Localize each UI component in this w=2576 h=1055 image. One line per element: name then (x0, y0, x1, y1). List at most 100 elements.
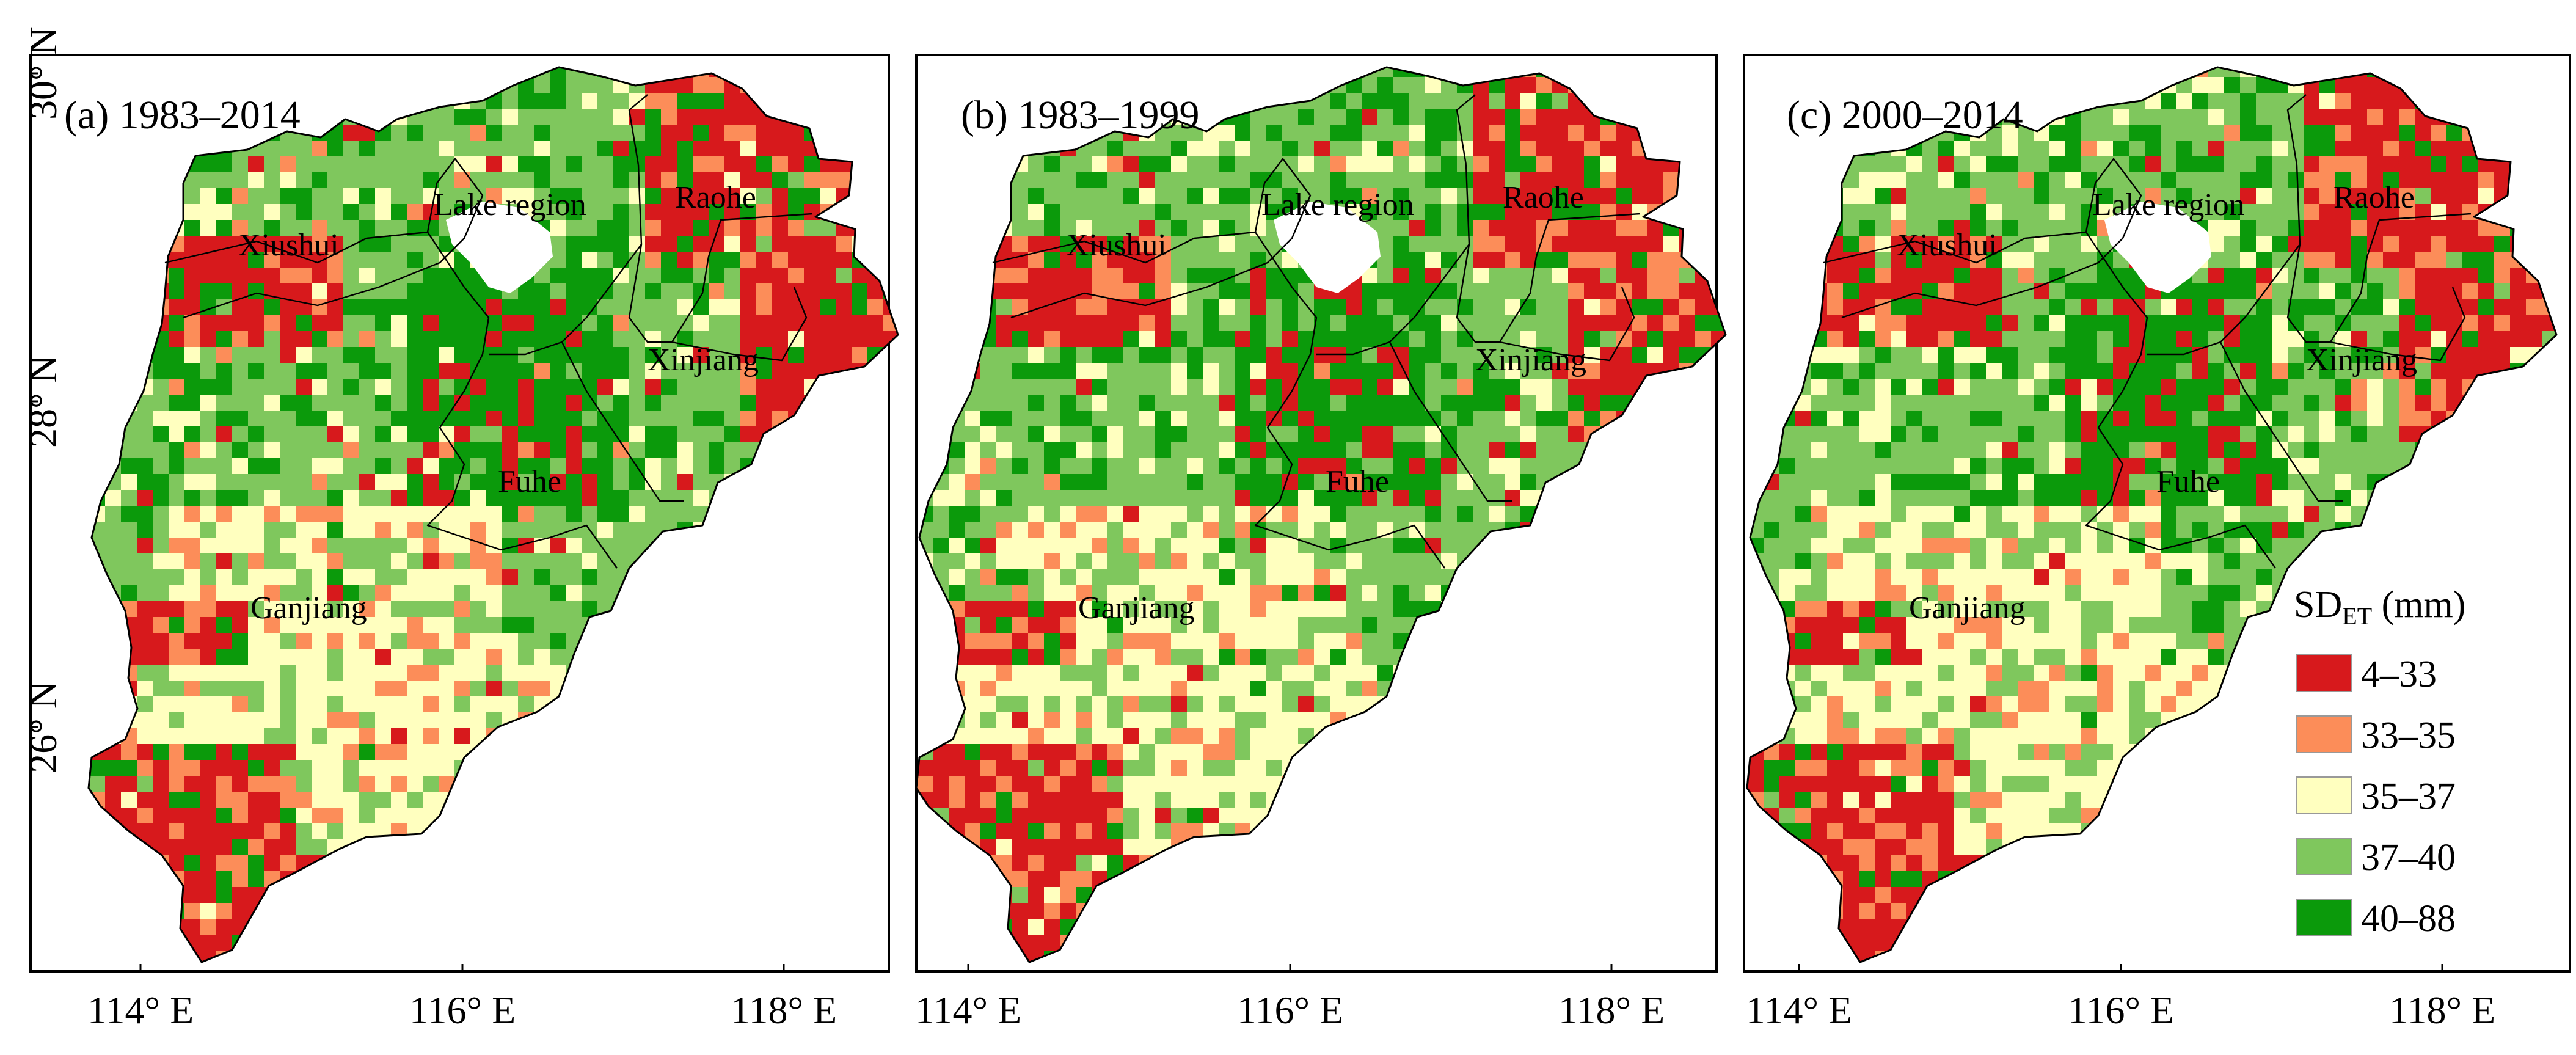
et-grid-cell (184, 442, 201, 459)
et-grid-cell (899, 919, 916, 935)
et-grid-cell (264, 792, 280, 808)
et-grid-cell (184, 553, 201, 570)
et-grid-cell (1409, 490, 1426, 506)
et-grid-cell (439, 712, 455, 729)
et-grid-cell (1187, 188, 1203, 205)
poyang-lake-water (446, 202, 553, 293)
et-grid-cell (645, 442, 662, 459)
et-grid-cell (264, 156, 280, 173)
et-grid-cell (407, 744, 423, 761)
et-grid-cell (709, 426, 725, 443)
et-grid-cell (1219, 474, 1235, 491)
et-grid-cell (1552, 442, 1569, 459)
et-grid-cell (709, 141, 725, 157)
et-grid-cell (645, 252, 662, 268)
et-grid-cell (1457, 411, 1473, 427)
et-grid-cell (454, 553, 471, 570)
et-grid-cell (1536, 426, 1553, 443)
et-grid-cell (184, 808, 201, 824)
et-grid-cell (184, 236, 201, 252)
et-grid-cell (216, 426, 233, 443)
et-grid-cell (1028, 426, 1045, 443)
et-grid-cell (1044, 411, 1060, 427)
et-grid-cell (454, 442, 471, 459)
et-grid-cell (375, 601, 392, 618)
et-grid-cell (327, 601, 344, 618)
et-grid-cell (280, 601, 296, 618)
et-grid-cell (1536, 156, 1553, 173)
et-grid-cell (1362, 442, 1378, 459)
et-grid-cell (1266, 172, 1283, 189)
et-grid-cell (454, 141, 471, 157)
et-grid-cell (359, 411, 376, 427)
et-grid-cell (343, 458, 360, 475)
et-grid-cell (359, 347, 376, 363)
et-grid-cell (899, 823, 916, 840)
et-grid-cell (153, 347, 169, 363)
et-grid-cell (502, 315, 519, 332)
et-grid-cell (820, 236, 836, 252)
et-grid-cell (1505, 506, 1521, 522)
et-grid-cell (200, 919, 217, 935)
et-grid-cell (740, 283, 757, 300)
et-grid-cell (312, 585, 328, 602)
et-grid-cell (1616, 125, 1632, 141)
et-grid-cell (820, 347, 836, 363)
et-grid-cell (486, 125, 503, 141)
et-grid-cell (1314, 522, 1330, 538)
et-grid-cell (1330, 109, 1346, 125)
et-grid-cell (486, 363, 503, 379)
et-grid-cell (1203, 522, 1219, 538)
et-grid-cell (391, 379, 407, 395)
et-grid-cell (200, 887, 217, 904)
et-grid-cell (1298, 490, 1315, 506)
et-grid-cell (1330, 522, 1346, 538)
et-grid-cell (407, 141, 423, 157)
et-grid-cell (232, 649, 249, 665)
et-grid-cell (693, 474, 709, 491)
et-grid-cell (359, 617, 376, 633)
et-grid-cell (312, 665, 328, 681)
et-grid-cell (518, 506, 535, 522)
et-grid-cell (1250, 363, 1267, 379)
et-grid-cell (566, 585, 582, 602)
et-grid-cell (916, 553, 918, 570)
et-grid-cell (1012, 236, 1029, 252)
et-grid-cell (1044, 268, 1060, 284)
et-grid-cell (169, 728, 185, 745)
et-grid-cell (200, 172, 217, 189)
et-grid-cell (566, 442, 582, 459)
et-grid-cell (327, 268, 344, 284)
et-grid-cell (296, 553, 312, 570)
et-grid-cell (1441, 522, 1458, 538)
et-grid-cell (661, 331, 677, 348)
et-grid-cell (1092, 490, 1108, 506)
et-grid-cell (1155, 363, 1172, 379)
et-grid-cell (312, 299, 328, 316)
et-grid-cell (677, 93, 693, 109)
et-grid-cell (1060, 268, 1076, 284)
et-grid-cell (264, 744, 280, 761)
et-grid-cell (1266, 125, 1283, 141)
et-grid-cell (248, 839, 265, 856)
et-grid-cell (1250, 426, 1267, 443)
et-grid-cell (312, 823, 328, 840)
et-grid-cell (312, 617, 328, 633)
et-grid-cell (280, 236, 296, 252)
et-grid-cell (1012, 458, 1029, 475)
et-grid-cell (375, 395, 392, 411)
et-grid-cell (423, 156, 439, 173)
et-grid-cell (264, 808, 280, 824)
et-grid-cell (566, 125, 582, 141)
et-grid-cell (1203, 474, 1219, 491)
et-grid-cell (1123, 172, 1140, 189)
et-grid-cell (407, 474, 423, 491)
et-grid-cell (184, 347, 201, 363)
et-grid-cell (1028, 268, 1045, 284)
et-grid-cell (1552, 236, 1569, 252)
et-grid-cell (296, 442, 312, 459)
et-grid-cell (582, 236, 598, 252)
et-grid-cell (1123, 569, 1140, 586)
et-grid-cell (1346, 506, 1362, 522)
et-grid-cell (232, 204, 249, 221)
